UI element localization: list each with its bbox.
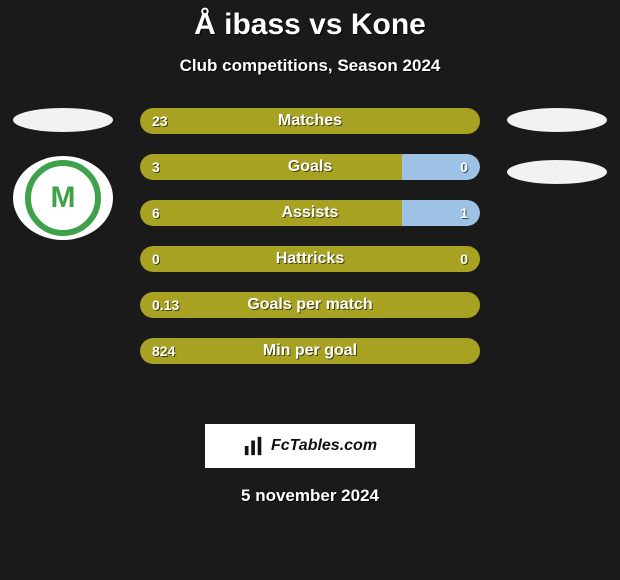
stat-row: Hattricks0 0 bbox=[140, 246, 480, 272]
player-placeholder-icon bbox=[507, 108, 607, 132]
club-badge-left: M bbox=[13, 156, 113, 240]
stat-value-left: 23 bbox=[152, 108, 168, 134]
stat-value-right: 0 bbox=[460, 154, 468, 180]
left-player-column: M bbox=[8, 108, 118, 240]
stat-row: Goals3 0 bbox=[140, 154, 480, 180]
attribution-badge: FcTables.com bbox=[205, 424, 415, 468]
stat-label: Min per goal bbox=[140, 338, 480, 364]
comparison-chart: M Matches23Goals30Assists61Hattricks00Go… bbox=[0, 108, 620, 408]
player-placeholder-icon bbox=[13, 108, 113, 132]
stat-label: Goals per match bbox=[140, 292, 480, 318]
stat-value-left: 0 bbox=[152, 246, 160, 272]
club-badge-letter: M bbox=[51, 181, 76, 215]
club-placeholder-icon bbox=[507, 160, 607, 184]
stat-value-right: 0 bbox=[460, 246, 468, 272]
page-subtitle: Club competitions, Season 2024 bbox=[0, 56, 620, 76]
stat-row: Min per goal824 bbox=[140, 338, 480, 364]
stat-value-left: 6 bbox=[152, 200, 160, 226]
stat-label: Hattricks bbox=[140, 246, 480, 272]
stat-label: Matches bbox=[140, 108, 480, 134]
stat-label: Assists bbox=[140, 200, 480, 226]
stat-row: Matches23 bbox=[140, 108, 480, 134]
stat-bars: Matches23Goals30Assists61Hattricks00Goal… bbox=[140, 108, 480, 364]
stat-value-left: 0.13 bbox=[152, 292, 179, 318]
stat-label: Goals bbox=[140, 154, 480, 180]
page-title: Å ibass vs Kone bbox=[0, 8, 620, 42]
attribution-text: FcTables.com bbox=[271, 437, 377, 455]
date-label: 5 november 2024 bbox=[241, 486, 379, 506]
right-player-column bbox=[502, 108, 612, 184]
stat-row: Assists6 1 bbox=[140, 200, 480, 226]
stat-value-left: 824 bbox=[152, 338, 175, 364]
stat-value-left: 3 bbox=[152, 154, 160, 180]
stat-value-right: 1 bbox=[460, 200, 468, 226]
stat-row: Goals per match0.13 bbox=[140, 292, 480, 318]
bar-chart-icon bbox=[243, 435, 265, 457]
